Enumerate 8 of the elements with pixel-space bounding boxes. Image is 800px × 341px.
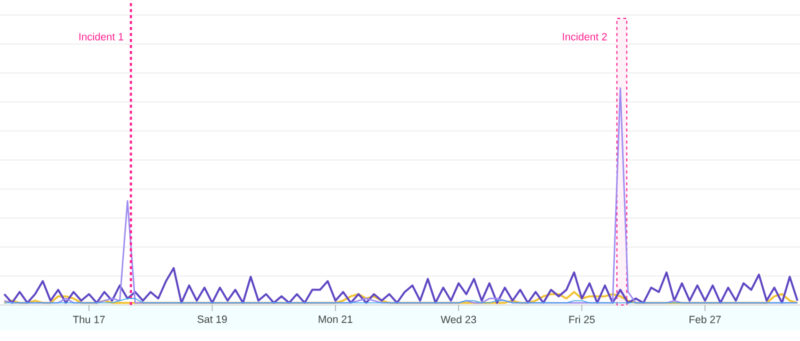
x-tick-label: Sat 19 xyxy=(198,316,227,323)
x-tick-label: Thu 17 xyxy=(72,316,105,324)
x-tick-label: Wed 23 xyxy=(440,316,476,324)
x-tick-label: Mon 21 xyxy=(318,316,352,323)
band-label: Incident 2 xyxy=(562,32,607,40)
ref-line-label: Incident 1 xyxy=(79,32,124,40)
x-tick-label: Feb 27 xyxy=(690,316,721,324)
x-tick-label: Fri 25 xyxy=(569,316,595,324)
